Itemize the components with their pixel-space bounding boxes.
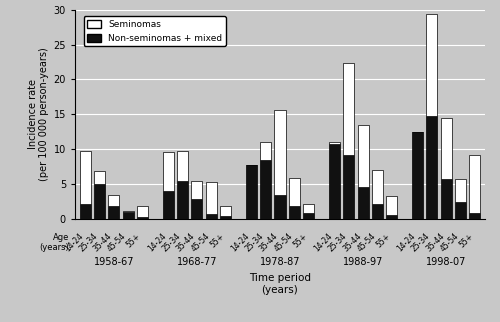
Bar: [440, 118, 452, 179]
Bar: [343, 63, 354, 156]
Bar: [192, 181, 202, 199]
Text: 1958-67: 1958-67: [94, 257, 134, 267]
Text: Age
(years): Age (years): [39, 233, 69, 252]
Bar: [470, 213, 480, 219]
Bar: [358, 187, 368, 219]
Text: 25-34: 25-34: [160, 232, 182, 253]
Bar: [455, 179, 466, 202]
Text: 25-34: 25-34: [410, 232, 432, 253]
Bar: [137, 206, 148, 217]
Text: 1998-07: 1998-07: [426, 257, 467, 267]
Text: 35-44: 35-44: [341, 232, 363, 254]
Bar: [289, 178, 300, 206]
Bar: [470, 155, 480, 213]
Text: 14-24: 14-24: [146, 232, 168, 253]
Text: 55+: 55+: [208, 232, 226, 249]
Bar: [206, 214, 217, 219]
Bar: [122, 211, 134, 212]
Text: 45-54: 45-54: [438, 232, 460, 254]
Text: Time period: Time period: [249, 273, 311, 283]
Bar: [343, 156, 354, 219]
Text: 45-54: 45-54: [272, 232, 294, 254]
Legend: Seminomas, Non-seminomas + mixed: Seminomas, Non-seminomas + mixed: [84, 16, 226, 46]
Bar: [372, 170, 383, 204]
Bar: [80, 151, 90, 204]
Bar: [137, 217, 148, 219]
Text: 55+: 55+: [125, 232, 142, 249]
Text: 25-34: 25-34: [244, 232, 266, 253]
Text: (years): (years): [262, 285, 298, 295]
Bar: [274, 110, 285, 194]
Bar: [426, 117, 438, 219]
Bar: [177, 151, 188, 181]
Bar: [426, 14, 438, 117]
Text: 14-24: 14-24: [63, 232, 85, 253]
Bar: [80, 204, 90, 219]
Bar: [108, 206, 120, 219]
Text: 45-54: 45-54: [189, 232, 212, 254]
Text: 45-54: 45-54: [106, 232, 128, 254]
Text: 35-44: 35-44: [424, 232, 446, 254]
Bar: [220, 216, 232, 219]
Bar: [304, 213, 314, 219]
Bar: [386, 196, 398, 215]
Bar: [455, 202, 466, 219]
Bar: [358, 126, 368, 187]
Bar: [122, 212, 134, 219]
Bar: [386, 215, 398, 219]
Bar: [246, 165, 256, 219]
Text: 14-24: 14-24: [396, 232, 417, 253]
Bar: [260, 142, 271, 160]
Bar: [412, 132, 423, 219]
Text: 25-34: 25-34: [326, 232, 348, 253]
Text: 14-24: 14-24: [230, 232, 251, 253]
Text: 14-24: 14-24: [312, 232, 334, 253]
Text: 1978-87: 1978-87: [260, 257, 300, 267]
Bar: [304, 204, 314, 213]
Bar: [328, 144, 340, 219]
Bar: [162, 191, 173, 219]
Bar: [274, 194, 285, 219]
Bar: [260, 160, 271, 219]
Bar: [220, 206, 232, 216]
Bar: [440, 179, 452, 219]
Bar: [94, 171, 105, 184]
Bar: [289, 206, 300, 219]
Bar: [108, 195, 120, 206]
Text: 35-44: 35-44: [258, 232, 280, 254]
Bar: [372, 204, 383, 219]
Text: 55+: 55+: [374, 232, 392, 249]
Text: 45-54: 45-54: [356, 232, 378, 254]
Text: 35-44: 35-44: [92, 232, 114, 254]
Text: 35-44: 35-44: [175, 232, 197, 254]
Text: 55+: 55+: [457, 232, 475, 249]
Text: 55+: 55+: [291, 232, 309, 249]
Bar: [94, 184, 105, 219]
Bar: [192, 199, 202, 219]
Text: 1968-77: 1968-77: [176, 257, 217, 267]
Bar: [177, 181, 188, 219]
Text: 1988-97: 1988-97: [343, 257, 384, 267]
Y-axis label: Incidence rate
(per 100 000 person-years): Incidence rate (per 100 000 person-years…: [28, 47, 50, 181]
Bar: [162, 152, 173, 191]
Bar: [206, 182, 217, 214]
Bar: [328, 142, 340, 144]
Text: 25-34: 25-34: [78, 232, 100, 253]
